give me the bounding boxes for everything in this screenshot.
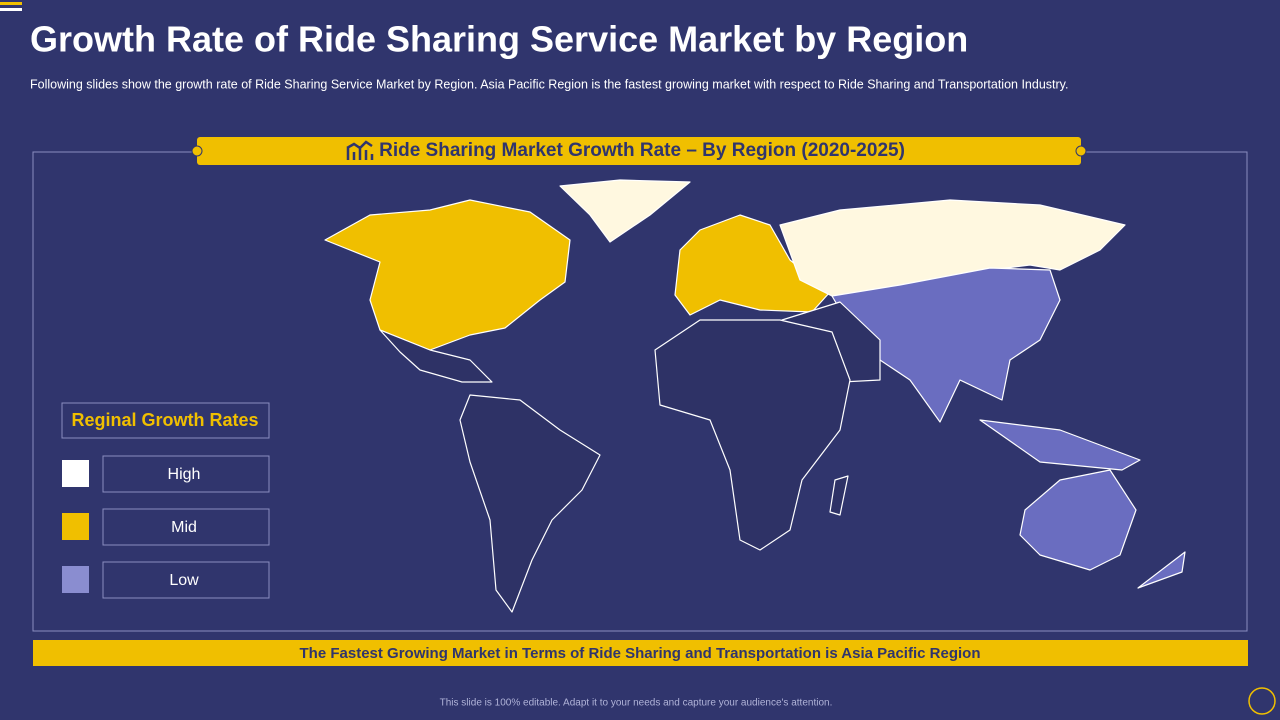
greenland [559,179,691,243]
legend-swatch [62,566,89,593]
legend: High Mid Low [62,455,270,599]
world-map [324,179,1186,613]
asia [831,267,1061,423]
legend-swatch [62,460,89,487]
legend-label: High [168,466,201,483]
footnote: This slide is 100% editable. Adapt it to… [440,698,833,709]
legend-label: Mid [171,519,197,536]
banner-bar [33,640,1248,666]
legend-box [102,561,270,599]
legend-title: Reginal Growth Rates [71,410,258,430]
central-america [379,329,493,383]
corner-mark [0,8,22,11]
legend-box [102,455,270,493]
legend-label: Low [169,572,199,589]
banner: The Fastest Growing Market in Terms of R… [300,645,981,662]
bar-dot [1075,145,1087,157]
map-title-bar [197,137,1081,165]
subtitle: Following slides show the growth rate of… [30,77,1068,91]
south-america [459,394,601,613]
corner-circle [1248,687,1276,715]
africa [654,319,851,551]
corner-mark [0,2,22,5]
new-zealand [1137,551,1186,589]
title: Growth Rate of Ride Sharing Service Mark… [30,19,968,60]
bar-dot [191,145,203,157]
legend-title-box [61,402,270,439]
madagascar [829,475,849,516]
north-america [324,199,571,351]
legend-box [102,508,270,546]
europe [674,214,831,316]
legend-swatch [62,513,89,540]
chart-icon [346,140,374,160]
map-title: Ride Sharing Market Growth Rate – By Reg… [379,140,905,161]
australia [1019,469,1137,571]
southeast-asia [979,419,1141,471]
